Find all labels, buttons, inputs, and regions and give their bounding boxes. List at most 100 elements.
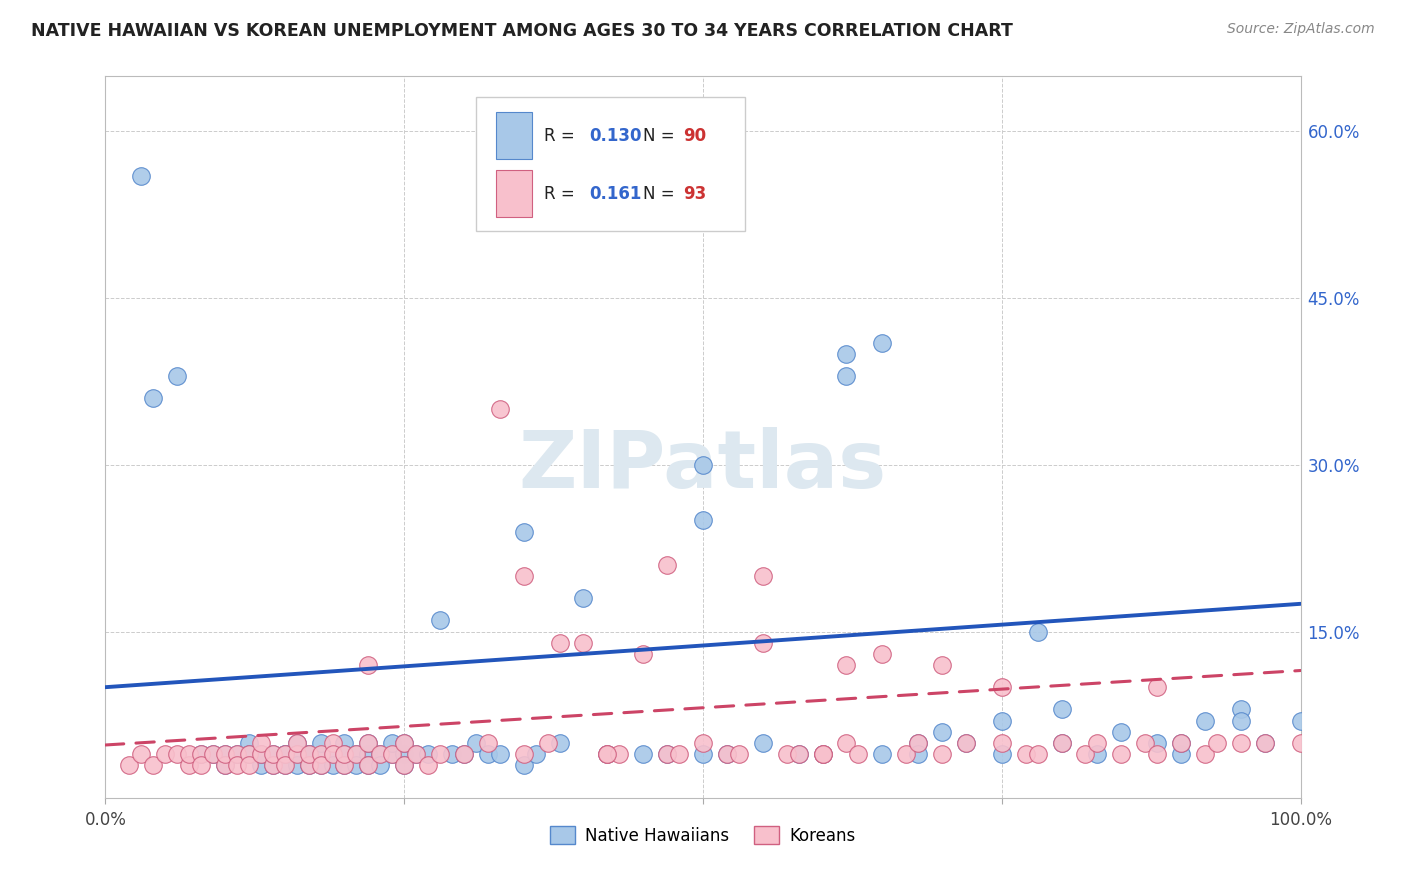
Text: 0.130: 0.130 [589,127,643,145]
Point [309,758,332,772]
Text: R =: R = [544,127,581,145]
Point [787,747,810,761]
Point [655,747,678,761]
Point [262,758,284,772]
Point [716,747,738,761]
Point [811,747,834,761]
Point [1146,736,1168,750]
Point [262,758,284,772]
Point [238,736,260,750]
Point [596,747,619,761]
Point [1170,736,1192,750]
Point [405,747,427,761]
Point [1254,736,1277,750]
Point [1254,736,1277,750]
Point [190,758,212,772]
Point [955,736,977,750]
Point [418,747,440,761]
Point [238,758,260,772]
Point [142,758,165,772]
Point [548,736,571,750]
Point [273,758,295,772]
Point [429,747,451,761]
Point [285,747,308,761]
Point [392,758,416,772]
Point [1026,747,1049,761]
Point [321,758,344,772]
Text: ZIPatlas: ZIPatlas [519,427,887,505]
Point [572,591,595,606]
Point [489,402,512,417]
Point [513,747,536,761]
Point [368,747,391,761]
Point [333,747,356,761]
Point [872,335,894,350]
Point [418,758,440,772]
Point [1074,747,1097,761]
Point [464,736,488,750]
Point [1050,736,1073,750]
Point [392,758,416,772]
Point [524,747,547,761]
Point [655,747,678,761]
Point [166,747,188,761]
Point [1050,736,1073,750]
Point [285,736,308,750]
Point [1170,747,1192,761]
Point [285,758,308,772]
Point [846,747,869,761]
Point [751,569,773,583]
Point [548,636,571,650]
Point [202,747,225,761]
Point [346,747,368,761]
Point [298,747,321,761]
Legend: Native Hawaiians, Koreans: Native Hawaiians, Koreans [544,820,862,852]
FancyBboxPatch shape [496,170,531,217]
Point [225,747,249,761]
Point [655,558,678,572]
Point [1133,736,1156,750]
Point [346,758,368,772]
Point [392,736,416,750]
Point [321,747,344,761]
Point [907,747,929,761]
Point [357,747,380,761]
Point [1050,702,1073,716]
Point [153,747,177,761]
Point [692,458,714,472]
Point [190,747,212,761]
Point [811,747,834,761]
FancyBboxPatch shape [496,112,531,160]
Point [668,747,690,761]
Point [333,736,356,750]
Point [202,747,225,761]
Point [309,758,332,772]
Point [1194,714,1216,728]
Text: N =: N = [644,127,681,145]
Text: R =: R = [544,185,581,202]
Point [835,368,858,383]
Point [357,736,380,750]
Point [513,524,536,539]
Point [692,747,714,761]
Text: 90: 90 [683,127,706,145]
Point [536,736,558,750]
Point [357,657,380,672]
Point [298,758,321,772]
Point [572,636,595,650]
Point [321,736,344,750]
Point [177,747,201,761]
Point [381,736,404,750]
Point [1289,714,1312,728]
Point [931,657,953,672]
Point [1146,747,1168,761]
Point [1085,747,1108,761]
Point [1111,724,1133,739]
Point [190,747,212,761]
Point [285,736,308,750]
Point [309,736,332,750]
Point [262,747,284,761]
Point [238,747,260,761]
Point [835,736,858,750]
Point [214,758,236,772]
